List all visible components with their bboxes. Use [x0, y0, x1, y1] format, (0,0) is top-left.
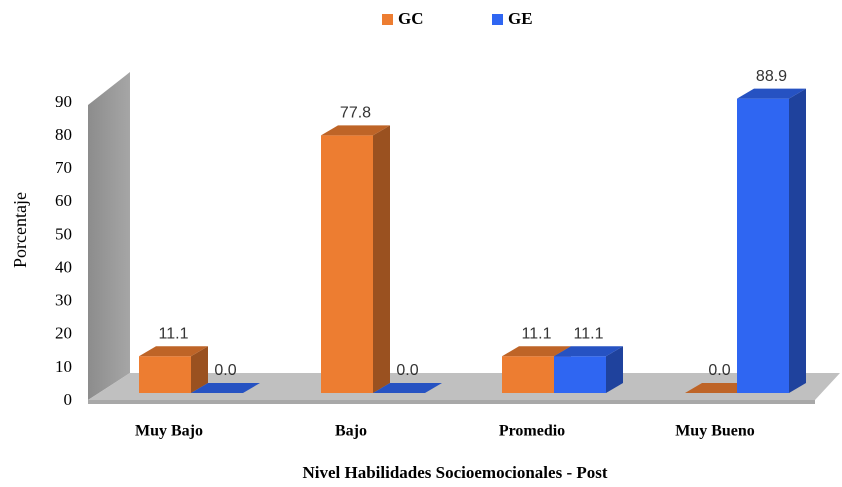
floor [88, 373, 840, 400]
bar-top [321, 125, 390, 136]
bar-side [373, 125, 390, 393]
bar [139, 346, 208, 393]
bar-top [737, 88, 806, 99]
legend-label: GE [508, 9, 533, 28]
bar [191, 383, 260, 393]
y-tick-label: 70 [55, 158, 72, 177]
y-axis-label: Porcentaje [10, 192, 30, 268]
bar-top [373, 383, 442, 393]
y-tick-label: 60 [55, 191, 72, 210]
legend-swatch [382, 14, 393, 25]
value-label: 11.1 [159, 325, 189, 342]
x-tick-label: Bajo [335, 423, 367, 440]
bar [373, 383, 442, 393]
y-tick-label: 20 [55, 324, 72, 343]
bar-top [685, 383, 754, 393]
floor-edge [88, 400, 815, 404]
bar [321, 125, 390, 393]
bar-top [554, 346, 623, 357]
y-tick-label: 40 [55, 257, 72, 276]
value-label: 11.1 [522, 325, 552, 342]
legend-swatch [492, 14, 503, 25]
bar-top [191, 383, 260, 393]
bar-front [502, 356, 554, 393]
value-label: 0.0 [708, 362, 730, 379]
y-tick-label: 80 [55, 125, 72, 144]
bar-front [139, 356, 191, 393]
value-label: 0.0 [396, 362, 418, 379]
value-label: 11.1 [574, 325, 604, 342]
back-wall [88, 72, 130, 400]
value-label: 88.9 [756, 68, 787, 85]
bar [737, 88, 806, 394]
bar-top [502, 346, 571, 357]
bar [554, 346, 623, 393]
bar-side [191, 346, 208, 393]
legend-label: GC [398, 9, 424, 28]
bar-front [321, 135, 373, 393]
bar [685, 383, 754, 393]
y-tick-label: 10 [55, 357, 72, 376]
y-tick-label: 90 [55, 92, 72, 111]
bar-side [789, 88, 806, 394]
bar-front [554, 356, 606, 393]
bar-front [737, 98, 789, 394]
x-axis-label: Nivel Habilidades Socioemocionales - Pos… [302, 463, 607, 482]
y-tick-label: 30 [55, 291, 72, 310]
x-tick-label: Muy Bajo [135, 423, 203, 440]
x-tick-label: Muy Bueno [675, 423, 755, 440]
bar-top [139, 346, 208, 357]
y-tick-label: 50 [55, 224, 72, 243]
bar-side [606, 346, 623, 393]
value-label: 77.8 [340, 105, 371, 122]
value-label: 0.0 [214, 362, 236, 379]
x-tick-label: Promedio [499, 423, 565, 440]
y-tick-label: 0 [64, 390, 73, 409]
